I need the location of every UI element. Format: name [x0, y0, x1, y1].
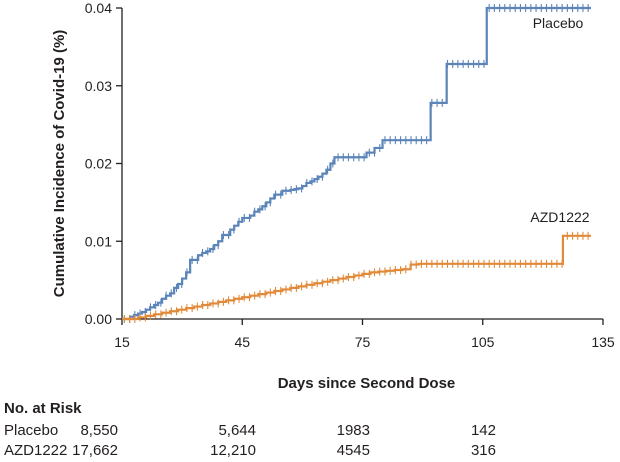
series-label-azd1222: AZD1222 [530, 209, 589, 225]
y-tick-label: 0.03 [85, 78, 112, 94]
y-tick-label: 0.02 [85, 156, 112, 172]
x-tick-label: 105 [471, 334, 495, 350]
risk-value: 8,550 [80, 422, 118, 439]
incidence-chart: 0.00 0.01 0.02 0.03 0.04 15 45 75 105 135 Days sin… [51, 0, 615, 392]
x-tick-label: 75 [355, 334, 371, 350]
risk-table-title: No. at Risk [4, 400, 82, 417]
risk-value: 17,662 [72, 442, 118, 459]
risk-row-label: Placebo [4, 422, 59, 439]
risk-value: 4545 [336, 442, 370, 459]
x-tick-label: 135 [591, 334, 615, 350]
risk-value: 316 [470, 442, 496, 459]
series-label-placebo: Placebo [533, 15, 584, 31]
y-tick-label: 0.04 [85, 0, 112, 16]
labels-layer: 0.00 0.01 0.02 0.03 0.04 15 45 75 105 135 Days sin… [51, 0, 615, 392]
risk-value: 5,644 [218, 422, 256, 439]
risk-row-azd1222: AZD1222 17,662 12,210 4545 316 [0, 442, 620, 462]
risk-table: No. at Risk Placebo 8,550 5,644 1983 142… [0, 398, 620, 462]
x-tick-label: 15 [114, 334, 130, 350]
series-line-placebo [122, 6, 591, 321]
y-tick-label: 0.01 [85, 233, 112, 249]
risk-value: 142 [470, 422, 496, 439]
risk-row-label: AZD1222 [4, 442, 68, 459]
series-layer [122, 4, 591, 323]
risk-value: 12,210 [210, 442, 256, 459]
x-axis-title: Days since Second Dose [278, 375, 456, 392]
y-axis-title: Cumulative Incidence of Covid-19 (%) [51, 30, 68, 298]
chart-area: 0.00 0.01 0.02 0.03 0.04 15 45 75 105 135 Days sin… [51, 0, 615, 392]
y-tick-label: 0.00 [85, 311, 112, 327]
risk-value: 1983 [336, 422, 370, 439]
x-tick-label: 45 [234, 334, 250, 350]
risk-row-placebo: Placebo 8,550 5,644 1983 142 [0, 422, 620, 442]
axes [116, 7, 604, 325]
